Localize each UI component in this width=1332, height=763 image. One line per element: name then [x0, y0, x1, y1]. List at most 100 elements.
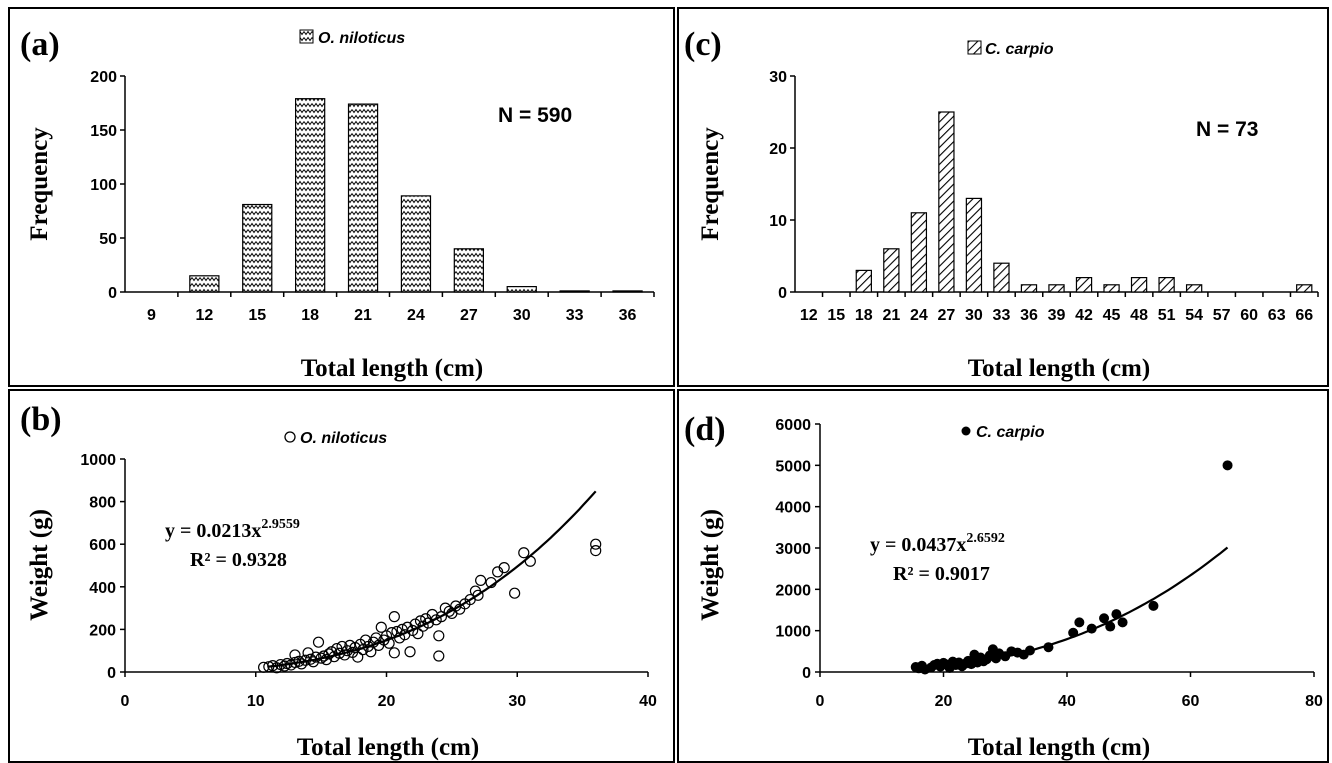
- x-tick-label: 39: [1048, 307, 1066, 324]
- x-tick-label: 42: [1075, 307, 1093, 324]
- data-point: [352, 651, 364, 663]
- data-point: [359, 634, 372, 646]
- data-point: [404, 646, 416, 658]
- bar-18: [295, 98, 326, 293]
- legend-swatch-a: [299, 29, 314, 44]
- x-tick-label: 60: [1182, 693, 1200, 710]
- y-tick-label: 10: [769, 213, 787, 230]
- x-tick-label: 24: [407, 307, 425, 324]
- data-point: [295, 658, 308, 670]
- sample-size-a: N = 590: [498, 104, 572, 127]
- panel-b-chart: (b) O. niloticus y = 0.0213x2.9559 R² = …: [20, 401, 657, 761]
- data-point: [320, 654, 332, 666]
- data-point: [433, 650, 445, 662]
- bar-18: [855, 269, 872, 293]
- r-squared-d: R² = 0.9017: [893, 563, 990, 585]
- data-point: [412, 628, 424, 640]
- bar-54: [1185, 284, 1203, 293]
- data-point: [1043, 642, 1054, 653]
- data-point: [433, 630, 445, 642]
- legend-label-a: O. niloticus: [318, 30, 405, 47]
- x-tick-label: 15: [827, 307, 845, 324]
- x-tick-label: 9: [147, 307, 156, 324]
- x-axis-title-d: Total length (cm): [968, 734, 1150, 761]
- bar-30: [965, 197, 983, 293]
- data-point: [370, 632, 382, 644]
- data-point: [472, 589, 484, 601]
- bar-21: [883, 248, 900, 293]
- panel-d-frame: [677, 389, 1329, 763]
- data-point: [485, 576, 497, 589]
- equation-b-main: y = 0.0213x: [165, 520, 261, 542]
- bar-45: [1103, 284, 1120, 293]
- legend-label-d: C. carpio: [976, 424, 1045, 441]
- y-tick-label: 100: [90, 177, 117, 194]
- panel-d-chart: (d) C. carpio y = 0.0437x2.6592 R² = 0.9…: [684, 411, 1323, 761]
- panel-b-letter: (b): [20, 401, 62, 438]
- bar-12: [189, 275, 220, 293]
- r-squared-b: R² = 0.9328: [190, 549, 287, 571]
- x-tick-label: 20: [378, 693, 396, 710]
- x-tick-label: 45: [1103, 307, 1121, 324]
- data-point: [509, 587, 521, 599]
- data-point: [388, 647, 400, 659]
- bar-39: [1048, 284, 1065, 293]
- bar-48: [1130, 277, 1148, 293]
- y-tick-label: 4000: [775, 500, 811, 517]
- data-point: [590, 538, 602, 550]
- x-tick-label: 18: [301, 307, 319, 324]
- y-tick-label: 3000: [775, 541, 811, 558]
- data-point: [1099, 613, 1110, 624]
- x-tick-label: 27: [460, 307, 478, 324]
- trendline: [268, 490, 597, 668]
- bar-15: [242, 203, 273, 293]
- data-point: [383, 637, 395, 649]
- y-tick-label: 400: [89, 580, 116, 597]
- data-point: [278, 660, 291, 672]
- bar-51: [1158, 277, 1175, 293]
- x-tick-label: 60: [1240, 307, 1258, 324]
- y-tick-label: 0: [108, 285, 117, 302]
- equation-d-main: y = 0.0437x: [870, 534, 966, 556]
- bar-42: [1075, 277, 1093, 293]
- y-tick-label: 600: [89, 537, 116, 554]
- bar-24: [910, 212, 928, 293]
- data-point: [414, 615, 427, 627]
- data-point: [1024, 645, 1035, 656]
- x-tick-label: 66: [1295, 307, 1313, 324]
- y-tick-label: 30: [769, 69, 787, 86]
- y-axis-title-d: Weight (g): [697, 509, 724, 621]
- x-tick-label: 12: [800, 307, 818, 324]
- data-point: [271, 662, 283, 674]
- panel-c-frame: [677, 7, 1329, 387]
- y-tick-label: 150: [90, 123, 117, 140]
- equation-d-exponent: 2.6592: [966, 531, 1005, 546]
- x-tick-label: 57: [1213, 307, 1231, 324]
- x-tick-label: 40: [1058, 693, 1076, 710]
- x-tick-label: 21: [882, 307, 900, 324]
- x-tick-label: 21: [354, 307, 372, 324]
- bar-66: [1296, 284, 1313, 293]
- data-point: [1086, 623, 1097, 634]
- y-tick-label: 800: [89, 495, 116, 512]
- bar-36: [1020, 284, 1038, 293]
- x-tick-label: 20: [935, 693, 953, 710]
- x-tick-label: 30: [513, 307, 531, 324]
- x-tick-label: 15: [248, 307, 266, 324]
- y-tick-label: 0: [107, 665, 116, 682]
- data-point: [475, 574, 487, 587]
- bar-21: [347, 103, 379, 293]
- bar-30: [506, 286, 537, 293]
- data-point: [391, 625, 403, 638]
- data-point: [498, 562, 510, 574]
- x-tick-label: 48: [1130, 307, 1148, 324]
- x-tick-label: 0: [121, 693, 130, 710]
- data-point: [518, 547, 530, 559]
- x-tick-label: 36: [619, 307, 637, 324]
- panel-a-frame: [8, 7, 675, 387]
- bar-24: [400, 195, 432, 293]
- legend-marker-d: [961, 426, 971, 436]
- data-point: [386, 626, 398, 639]
- y-tick-label: 200: [90, 69, 117, 86]
- data-point: [1148, 600, 1159, 611]
